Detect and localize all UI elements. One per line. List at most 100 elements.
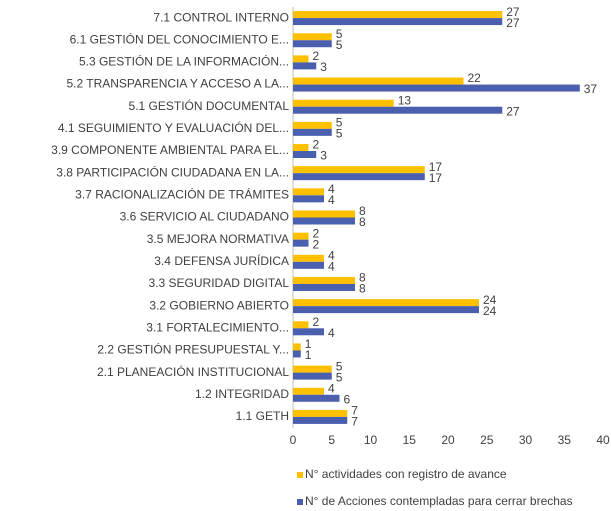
bar	[293, 254, 324, 262]
data-label: 27	[506, 5, 520, 19]
bar	[293, 283, 355, 291]
bar	[293, 62, 317, 70]
bar	[293, 217, 355, 225]
bar	[293, 372, 332, 380]
data-label: 3	[320, 149, 327, 163]
data-label: 4	[328, 381, 335, 395]
x-tick-label: 5	[328, 433, 335, 447]
data-label: 5	[336, 27, 343, 41]
x-tick-label: 40	[596, 433, 610, 447]
x-tick-label: 35	[558, 433, 572, 447]
y-tick-label: 3.8 PARTICIPACIÓN CIUDADANA EN LA...	[56, 164, 289, 179]
legend-swatch	[297, 499, 303, 505]
y-tick-label: 6.1 GESTIÓN DEL CONOCIMIENTO E...	[70, 31, 289, 46]
data-label: 1	[305, 348, 312, 362]
bar	[293, 239, 309, 247]
legend-swatch	[297, 472, 303, 478]
y-tick-label: 3.1 FORTALECIMIENTO...	[146, 320, 289, 334]
bar	[293, 210, 355, 218]
y-tick-label: 2.2 GESTIÓN PRESUPUESTAL Y...	[97, 342, 289, 357]
bar	[293, 144, 309, 152]
bar	[293, 128, 332, 136]
data-label: 2	[313, 138, 320, 152]
data-label: 27	[506, 104, 520, 118]
bar	[293, 350, 301, 358]
data-label: 4	[328, 259, 335, 273]
y-tick-label: 3.4 DEFENSA JURÍDICA	[154, 253, 289, 268]
data-label: 17	[429, 160, 443, 174]
bar	[293, 328, 324, 336]
data-label: 5	[336, 116, 343, 130]
data-label: 13	[398, 93, 412, 107]
x-tick-label: 30	[519, 433, 533, 447]
bar	[293, 151, 317, 159]
y-tick-label: 3.3 SEGURIDAD DIGITAL	[149, 276, 290, 290]
bar	[293, 173, 425, 181]
data-label: 5	[336, 38, 343, 52]
data-label: 2	[313, 237, 320, 251]
legend-label: N° actividades con registro de avance	[305, 467, 507, 481]
x-tick-label: 25	[480, 433, 494, 447]
data-label: 4	[328, 182, 335, 196]
x-tick-label: 15	[403, 433, 417, 447]
bar	[293, 106, 503, 114]
data-label: 2	[313, 49, 320, 63]
bar	[293, 321, 309, 329]
x-tick-label: 20	[441, 433, 455, 447]
bar	[293, 77, 464, 85]
data-label: 5	[336, 370, 343, 384]
data-label: 24	[483, 293, 497, 307]
bar	[293, 121, 332, 129]
data-label: 37	[584, 82, 598, 96]
data-label: 6	[344, 392, 351, 406]
bar	[293, 299, 479, 307]
bar	[293, 166, 425, 174]
y-tick-label: 2.1 PLANEACIÓN INSTITUCIONAL	[97, 364, 289, 379]
data-label: 4	[328, 326, 335, 340]
bar	[293, 18, 503, 26]
y-tick-label: 1.1 GETH	[236, 409, 289, 423]
bar	[293, 306, 479, 314]
y-tick-label: 5.3 GESTIÓN DE LA INFORMACIÓN...	[79, 54, 289, 69]
y-tick-label: 4.1 SEGUIMIENTO Y EVALUACIÓN DEL...	[58, 120, 289, 135]
x-tick-label: 10	[364, 433, 378, 447]
bar	[293, 394, 340, 402]
bar	[293, 409, 348, 417]
bar	[293, 261, 324, 269]
data-label: 8	[359, 271, 366, 285]
bar	[293, 387, 324, 395]
y-tick-label: 3.9 COMPONENTE AMBIENTAL PARA EL...	[51, 143, 289, 157]
data-label: 5	[336, 359, 343, 373]
y-tick-label: 5.2 TRANSPARENCIA Y ACCESO A LA...	[66, 77, 289, 91]
y-tick-label: 3.6 SERVICIO AL CIUDADANO	[120, 210, 289, 224]
data-label: 8	[359, 215, 366, 229]
data-label: 7	[351, 415, 358, 429]
bar	[293, 55, 309, 63]
bar	[293, 195, 324, 203]
bar	[293, 11, 503, 19]
y-tick-label: 7.1 CONTROL INTERNO	[153, 10, 289, 24]
bar	[293, 416, 348, 424]
data-label: 8	[359, 282, 366, 296]
data-label: 4	[328, 248, 335, 262]
data-label: 7	[351, 404, 358, 418]
bar	[293, 232, 309, 240]
bar	[293, 343, 301, 351]
bar	[293, 365, 332, 373]
bar	[293, 276, 355, 284]
data-label: 8	[359, 204, 366, 218]
y-tick-label: 3.5 MEJORA NORMATIVA	[147, 232, 289, 246]
data-label: 22	[468, 71, 482, 85]
data-label: 17	[429, 171, 443, 185]
bar	[293, 188, 324, 196]
y-tick-label: 1.2 INTEGRIDAD	[195, 387, 289, 401]
bar	[293, 84, 580, 92]
data-label: 4	[328, 193, 335, 207]
x-tick-label: 0	[290, 433, 297, 447]
data-label: 1	[305, 337, 312, 351]
y-tick-label: 3.7 RACIONALIZACIÓN DE TRÁMITES	[75, 187, 289, 202]
data-label: 2	[313, 226, 320, 240]
bar	[293, 40, 332, 48]
data-label: 24	[483, 304, 497, 318]
